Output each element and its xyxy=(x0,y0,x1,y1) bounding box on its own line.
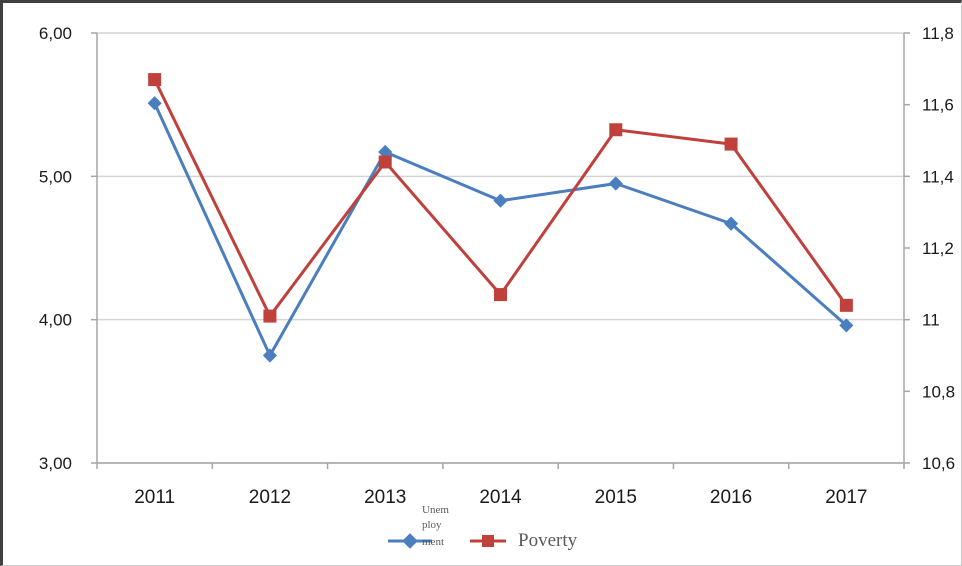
gridlines xyxy=(91,32,910,469)
series-line-unemployment xyxy=(153,102,848,357)
right-tick-label: 11,2 xyxy=(922,239,954,258)
data-point-poverty xyxy=(378,155,392,169)
data-point-poverty xyxy=(148,73,162,87)
legend-label-poverty: Poverty xyxy=(518,530,578,551)
right-tick-label: 10,6 xyxy=(922,454,955,473)
right-tick-label: 11 xyxy=(922,311,940,330)
right-tick-label: 11,4 xyxy=(922,167,954,186)
data-point-poverty xyxy=(609,123,623,137)
data-point-unemployment xyxy=(839,318,854,333)
legend-item-poverty: Poverty xyxy=(470,530,578,551)
data-point-poverty xyxy=(724,137,738,151)
legend-swatch-unemployment-marker xyxy=(402,533,418,549)
left-tick-label: 5,00 xyxy=(39,167,72,186)
axes xyxy=(96,33,905,464)
data-point-poverty xyxy=(494,288,507,302)
right-tick-label: 10,8 xyxy=(922,382,955,401)
legend-label-unemployment-line-2: ploy xyxy=(422,519,442,531)
data-point-unemployment xyxy=(724,216,739,231)
right-axis-tick-labels: 10,6 10,8 11 11,2 11,4 11,6 11,8 xyxy=(922,24,955,473)
x-tick-label: 2016 xyxy=(710,487,752,508)
data-point-poverty xyxy=(263,309,277,323)
legend: Unem ploy ment Poverty xyxy=(388,504,578,551)
x-tick-label: 2011 xyxy=(134,487,175,508)
left-tick-label: 4,00 xyxy=(39,311,72,330)
x-tick-label: 2017 xyxy=(825,487,867,508)
left-axis-tick-labels: 3,00 4,00 5,00 6,00 xyxy=(39,24,72,473)
right-tick-label: 11,8 xyxy=(922,24,954,43)
x-axis-tick-labels: 2011 2012 2013 2014 2015 2016 2017 xyxy=(134,487,867,508)
legend-label-unemployment-line-3: ment xyxy=(422,536,444,548)
right-tick-label: 11,6 xyxy=(922,96,954,115)
data-point-unemployment xyxy=(493,193,508,208)
data-point-poverty xyxy=(839,298,853,312)
series xyxy=(147,73,854,363)
x-tick-label: 2012 xyxy=(249,487,291,508)
legend-swatch-poverty-marker xyxy=(482,535,494,547)
left-tick-label: 3,00 xyxy=(39,454,72,473)
x-tick-label: 2013 xyxy=(364,487,406,508)
left-tick-label: 6,00 xyxy=(39,24,72,43)
x-tick-label: 2015 xyxy=(595,487,637,508)
data-point-unemployment xyxy=(147,96,162,111)
data-point-unemployment xyxy=(262,348,277,363)
legend-label-unemployment-line-1: Unem xyxy=(422,504,449,516)
x-tick-label: 2014 xyxy=(479,487,522,508)
legend-item-unemployment: Unem ploy ment xyxy=(388,504,449,549)
data-point-unemployment xyxy=(608,176,623,191)
